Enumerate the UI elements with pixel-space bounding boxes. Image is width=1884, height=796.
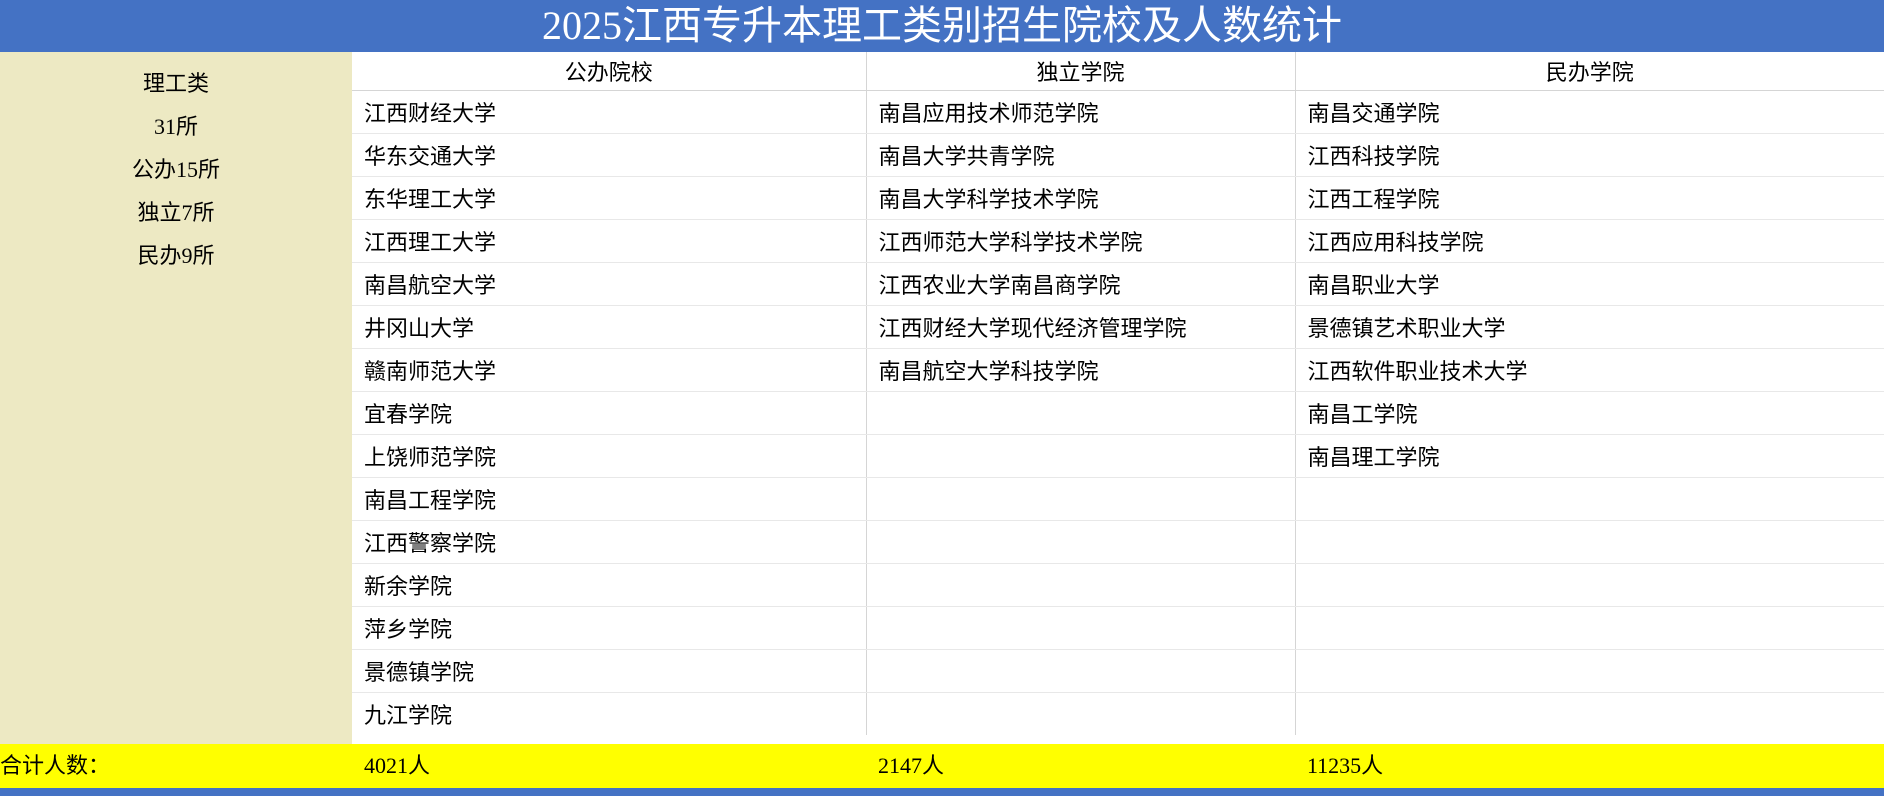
summary-private-count: 民办9所 bbox=[137, 243, 215, 268]
column-header-private: 民办学院 bbox=[1295, 52, 1884, 91]
cell-independent: 江西农业大学南昌商学院 bbox=[866, 262, 1296, 306]
cell-private: 江西科技学院 bbox=[1295, 133, 1884, 177]
table-row: 南昌工程学院 bbox=[352, 477, 1884, 521]
summary-panel: 理工类 31所 公办15所 独立7所 民办9所 bbox=[0, 52, 352, 744]
cell-public: 赣南师范大学 bbox=[352, 348, 867, 392]
summary-independent-count: 独立7所 bbox=[137, 200, 215, 225]
cell-private: 景德镇艺术职业大学 bbox=[1295, 305, 1884, 349]
cell-public: 东华理工大学 bbox=[352, 176, 867, 220]
cell-private bbox=[1295, 563, 1884, 607]
summary-total-schools: 31所 bbox=[153, 114, 198, 139]
cell-public: 江西警察学院 bbox=[352, 520, 867, 564]
schools-table-region: 公办院校 独立学院 民办学院 江西财经大学 南昌应用技术师范学院 南昌交通学院 华东交… bbox=[352, 52, 1884, 744]
cell-private: 江西应用科技学院 bbox=[1295, 219, 1884, 263]
cell-private: 南昌工学院 bbox=[1295, 391, 1884, 435]
cell-public: 九江学院 bbox=[352, 692, 867, 735]
table-row: 萍乡学院 bbox=[352, 606, 1884, 650]
cell-independent: 南昌大学科学技术学院 bbox=[866, 176, 1296, 220]
table-row: 井冈山大学 江西财经大学现代经济管理学院 景德镇艺术职业大学 bbox=[352, 305, 1884, 349]
cell-private bbox=[1295, 520, 1884, 564]
table-row: 东华理工大学 南昌大学科学技术学院 江西工程学院 bbox=[352, 176, 1884, 220]
cell-private bbox=[1295, 692, 1884, 735]
cell-public: 新余学院 bbox=[352, 563, 867, 607]
cell-public: 萍乡学院 bbox=[352, 606, 867, 650]
table-row: 江西财经大学 南昌应用技术师范学院 南昌交通学院 bbox=[352, 90, 1884, 134]
cell-independent bbox=[866, 477, 1296, 521]
cell-independent bbox=[866, 563, 1296, 607]
cell-public: 华东交通大学 bbox=[352, 133, 867, 177]
cell-public: 宜春学院 bbox=[352, 391, 867, 435]
cell-private: 南昌理工学院 bbox=[1295, 434, 1884, 478]
cell-public: 江西财经大学 bbox=[352, 90, 867, 134]
table-row: 上饶师范学院 南昌理工学院 bbox=[352, 434, 1884, 478]
cell-private: 南昌交通学院 bbox=[1295, 90, 1884, 134]
cell-private bbox=[1295, 606, 1884, 650]
column-header-independent: 独立学院 bbox=[866, 52, 1296, 91]
column-header-public: 公办院校 bbox=[352, 52, 867, 91]
cell-independent bbox=[866, 692, 1296, 735]
cell-independent: 江西师范大学科学技术学院 bbox=[866, 219, 1296, 263]
cell-public: 井冈山大学 bbox=[352, 305, 867, 349]
cell-independent: 江西财经大学现代经济管理学院 bbox=[866, 305, 1296, 349]
cell-private bbox=[1295, 649, 1884, 693]
cell-independent: 南昌大学共青学院 bbox=[866, 133, 1296, 177]
totals-private-value: 11235人 bbox=[1307, 753, 1384, 778]
table-row: 新余学院 bbox=[352, 563, 1884, 607]
table-row: 江西理工大学 江西师范大学科学技术学院 江西应用科技学院 bbox=[352, 219, 1884, 263]
cell-independent bbox=[866, 606, 1296, 650]
schools-table: 公办院校 独立学院 民办学院 江西财经大学 南昌应用技术师范学院 南昌交通学院 华东交… bbox=[352, 52, 1884, 735]
cell-private bbox=[1295, 477, 1884, 521]
cell-public: 上饶师范学院 bbox=[352, 434, 867, 478]
table-row: 华东交通大学 南昌大学共青学院 江西科技学院 bbox=[352, 133, 1884, 177]
table-row: 九江学院 bbox=[352, 692, 1884, 735]
totals-row: 合计人数： 4021人 2147人 11235人 bbox=[0, 744, 1884, 788]
bottom-accent-strip bbox=[0, 788, 1884, 796]
cell-private: 南昌职业大学 bbox=[1295, 262, 1884, 306]
cell-independent: 南昌航空大学科技学院 bbox=[866, 348, 1296, 392]
cell-public: 南昌航空大学 bbox=[352, 262, 867, 306]
table-body: 江西财经大学 南昌应用技术师范学院 南昌交通学院 华东交通大学 南昌大学共青学院 江西科技… bbox=[352, 90, 1884, 735]
table-header-row: 公办院校 独立学院 民办学院 bbox=[352, 52, 1884, 91]
cell-independent bbox=[866, 434, 1296, 478]
page-title: 2025江西专升本理工类别招生院校及人数统计 bbox=[542, 3, 1342, 48]
totals-independent-value: 2147人 bbox=[878, 753, 945, 778]
table-body-area: 理工类 31所 公办15所 独立7所 民办9所 公办院校 独立学院 民办学院 江… bbox=[0, 52, 1884, 744]
table-row: 宜春学院 南昌工学院 bbox=[352, 391, 1884, 435]
title-banner: 2025江西专升本理工类别招生院校及人数统计 bbox=[0, 0, 1884, 52]
table-row: 赣南师范大学 南昌航空大学科技学院 江西软件职业技术大学 bbox=[352, 348, 1884, 392]
table-row: 景德镇学院 bbox=[352, 649, 1884, 693]
cell-public: 江西理工大学 bbox=[352, 219, 867, 263]
totals-public-value: 4021人 bbox=[364, 753, 431, 778]
cell-independent: 南昌应用技术师范学院 bbox=[866, 90, 1296, 134]
summary-public-count: 公办15所 bbox=[131, 157, 220, 182]
totals-label: 合计人数： bbox=[0, 753, 111, 778]
table-row: 江西警察学院 bbox=[352, 520, 1884, 564]
cell-independent bbox=[866, 520, 1296, 564]
cell-public: 南昌工程学院 bbox=[352, 477, 867, 521]
table-row: 南昌航空大学 江西农业大学南昌商学院 南昌职业大学 bbox=[352, 262, 1884, 306]
cell-private: 江西软件职业技术大学 bbox=[1295, 348, 1884, 392]
cell-private: 江西工程学院 bbox=[1295, 176, 1884, 220]
summary-category: 理工类 bbox=[142, 71, 209, 96]
cell-independent bbox=[866, 649, 1296, 693]
cell-independent bbox=[866, 391, 1296, 435]
cell-public: 景德镇学院 bbox=[352, 649, 867, 693]
